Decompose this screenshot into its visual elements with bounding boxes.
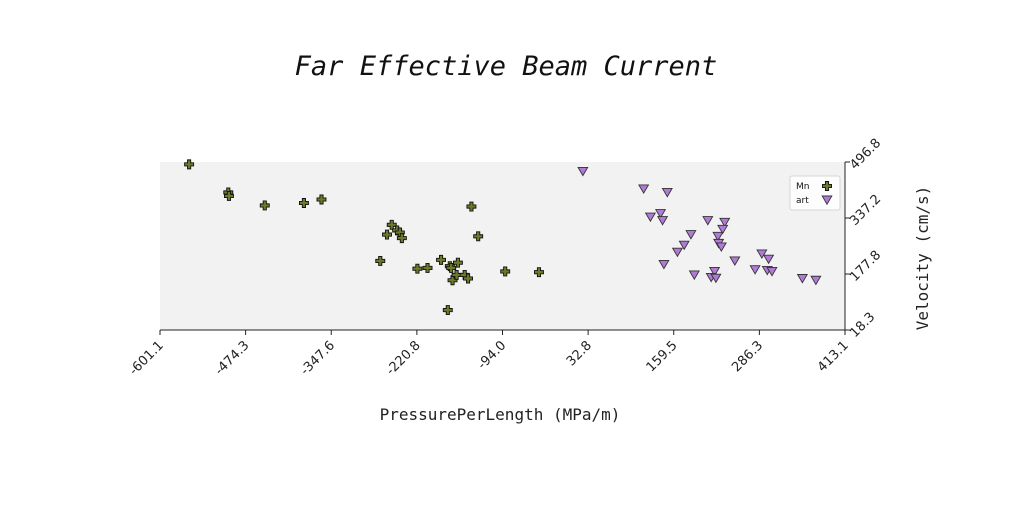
data-point-mn	[184, 159, 195, 170]
x-tick-label: -601.1	[127, 338, 167, 378]
x-tick-label: 286.3	[729, 338, 766, 375]
data-point-mn	[224, 191, 234, 201]
data-point-mn	[316, 194, 327, 205]
legend-label-art: art	[796, 196, 809, 206]
x-axis-ticks: -601.1 -474.3 -347.6 -220.8 -94.0 32.8 159.5 28…	[127, 330, 852, 378]
data-point-mn	[375, 255, 386, 266]
series-mn	[184, 159, 544, 316]
data-point-art	[756, 249, 768, 260]
data-points	[184, 159, 822, 316]
data-point-art	[577, 166, 589, 177]
data-point-art	[719, 217, 731, 228]
data-point-art	[810, 275, 822, 286]
chart-title: Far Effective Beam Current	[295, 51, 718, 82]
data-point-mn	[259, 200, 270, 211]
x-tick-label: -94.0	[475, 338, 509, 372]
x-tick-label: -220.8	[383, 338, 423, 378]
legend-marker-art	[821, 195, 833, 206]
data-point-mn	[446, 263, 457, 273]
data-point-art	[685, 230, 697, 240]
data-point-mn	[442, 305, 453, 316]
x-tick-label: 159.5	[644, 338, 681, 375]
data-point-art	[671, 247, 684, 258]
y-tick-label: 177.8	[847, 248, 884, 285]
data-point-art	[658, 260, 670, 270]
data-point-mn	[298, 198, 309, 208]
y-axis-label: Velocity (cm/s)	[913, 186, 932, 331]
data-point-art	[715, 242, 727, 252]
data-point-art	[796, 274, 808, 284]
data-point-art	[712, 231, 724, 242]
data-point-mn	[500, 266, 511, 277]
data-point-art	[644, 212, 656, 223]
data-point-mn	[382, 229, 392, 240]
x-tick-label: -474.3	[212, 338, 252, 378]
data-point-art	[766, 267, 778, 277]
legend-marker-mn	[822, 181, 832, 191]
x-axis-label: PressurePerLength (MPa/m)	[380, 405, 621, 424]
plot-background	[160, 162, 845, 330]
y-axis-ticks: 18.3 177.8 337.2 496.8	[845, 136, 884, 341]
data-point-art	[654, 209, 667, 219]
data-point-mn	[412, 263, 423, 274]
data-point-art	[749, 265, 761, 275]
data-point-art	[729, 256, 741, 267]
data-point-mn	[452, 257, 463, 268]
data-point-mn	[463, 273, 474, 284]
y-tick-label: 18.3	[847, 310, 878, 341]
data-point-mn	[396, 233, 407, 244]
plot-area: -601.1 -474.3 -347.6 -220.8 -94.0 32.8 159.5 28…	[127, 136, 885, 379]
legend: Mn art	[789, 175, 841, 211]
data-point-art	[702, 216, 714, 226]
data-point-mn	[422, 263, 433, 273]
series-art	[577, 166, 822, 286]
data-point-art	[688, 270, 700, 281]
data-point-art	[661, 188, 673, 198]
data-point-mn	[436, 254, 446, 265]
data-point-art	[638, 184, 650, 195]
data-point-mn	[466, 201, 477, 212]
data-point-art	[678, 240, 690, 251]
x-tick-label: -347.6	[298, 338, 338, 378]
data-point-art	[710, 273, 722, 284]
data-point-art	[708, 267, 721, 277]
legend-label-mn: Mn	[796, 182, 809, 192]
x-tick-label: 413.1	[815, 338, 852, 375]
data-point-art	[717, 224, 729, 235]
data-point-art	[763, 254, 775, 265]
data-point-art	[656, 216, 669, 226]
x-tick-label: 32.8	[564, 338, 595, 369]
data-point-mn	[473, 231, 484, 242]
data-point-mn	[447, 275, 458, 286]
data-point-mn	[451, 270, 462, 280]
data-point-mn	[534, 267, 544, 278]
y-tick-label: 496.8	[847, 136, 884, 173]
y-tick-label: 337.2	[847, 192, 884, 229]
